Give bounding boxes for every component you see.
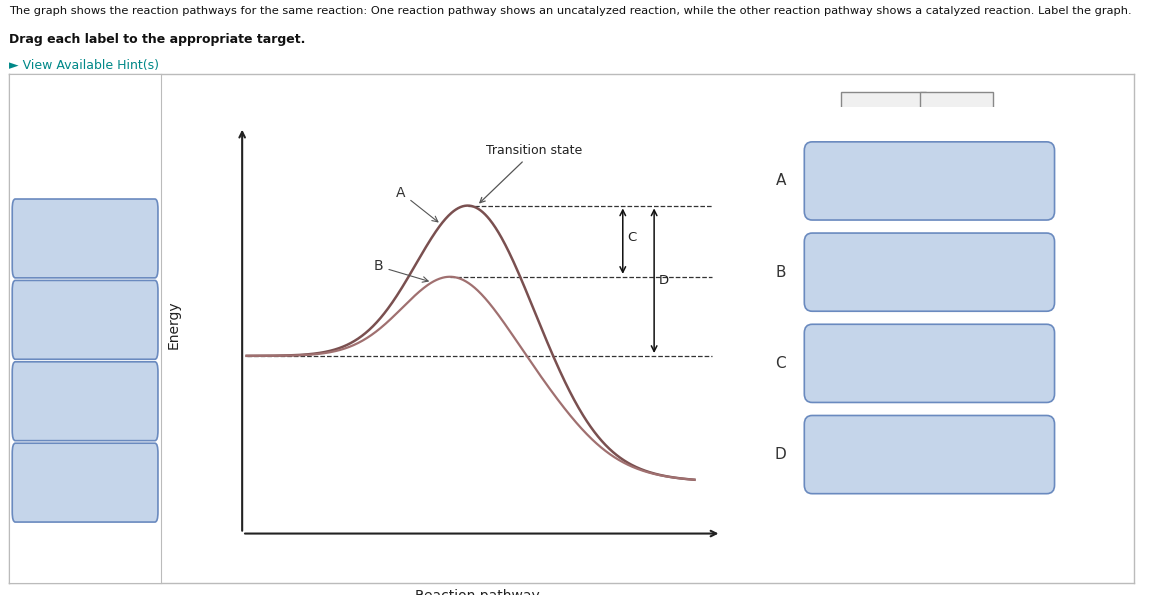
Text: C: C (775, 356, 787, 371)
Text: A: A (775, 173, 787, 189)
FancyBboxPatch shape (13, 362, 158, 441)
Text: D: D (659, 274, 669, 287)
Text: The graph shows the reaction pathways for the same reaction: One reaction pathwa: The graph shows the reaction pathways fo… (9, 6, 1132, 16)
Text: Reaction pathway: Reaction pathway (415, 589, 539, 595)
FancyBboxPatch shape (842, 92, 926, 138)
FancyBboxPatch shape (804, 324, 1055, 402)
Text: B: B (374, 259, 428, 282)
Text: Drag each label to the appropriate target.: Drag each label to the appropriate targe… (9, 33, 306, 46)
FancyBboxPatch shape (804, 415, 1055, 494)
Text: uncatalyzed reaction: uncatalyzed reaction (30, 233, 140, 243)
FancyBboxPatch shape (804, 233, 1055, 311)
Text: catalyzed reaction: catalyzed reaction (37, 478, 133, 488)
FancyBboxPatch shape (920, 92, 994, 138)
Text: A: A (397, 186, 438, 222)
Text: Energy: Energy (167, 300, 181, 349)
Text: B: B (775, 265, 787, 280)
Text: Transition state: Transition state (480, 144, 582, 203)
FancyBboxPatch shape (13, 199, 158, 278)
Text: Reset: Reset (868, 110, 899, 120)
FancyBboxPatch shape (13, 443, 158, 522)
Text: activation energy of
uncatalyzed reaction: activation energy of uncatalyzed reactio… (30, 309, 140, 331)
Text: Help: Help (944, 110, 969, 120)
Text: ► View Available Hint(s): ► View Available Hint(s) (9, 60, 159, 73)
Text: D: D (775, 447, 787, 462)
Text: activation energy of
catalyzed reaction: activation energy of catalyzed reaction (32, 390, 138, 412)
FancyBboxPatch shape (13, 280, 158, 359)
Text: C: C (627, 231, 636, 244)
FancyBboxPatch shape (804, 142, 1055, 220)
